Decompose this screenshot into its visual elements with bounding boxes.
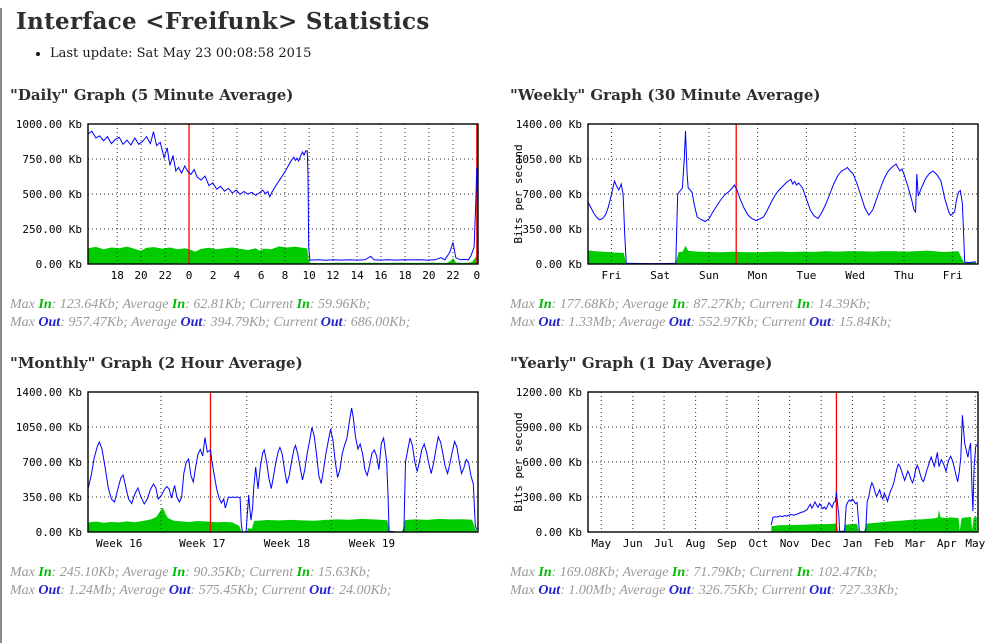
graph-section-monthly: "Monthly" Graph (2 Hour Average) 1400.00… <box>2 333 494 601</box>
svg-text:Jun: Jun <box>623 537 643 550</box>
svg-text:500.00 Kb: 500.00 Kb <box>22 188 82 201</box>
svg-text:Mar: Mar <box>905 537 925 550</box>
svg-text:Week 18: Week 18 <box>264 537 310 550</box>
svg-text:2: 2 <box>210 269 217 282</box>
svg-text:0.00 Kb: 0.00 Kb <box>36 258 82 271</box>
svg-text:1000.00 Kb: 1000.00 Kb <box>16 118 82 131</box>
svg-text:900.00 Kb: 900.00 Kb <box>522 421 582 434</box>
svg-text:14: 14 <box>350 269 364 282</box>
svg-text:300.00 Kb: 300.00 Kb <box>522 491 582 504</box>
svg-text:350.00 Kb: 350.00 Kb <box>22 491 82 504</box>
svg-text:18: 18 <box>398 269 411 282</box>
svg-text:750.00 Kb: 750.00 Kb <box>22 153 82 166</box>
svg-text:20: 20 <box>134 269 147 282</box>
graph-section-daily: "Daily" Graph (5 Minute Average) 1000.00… <box>2 65 494 333</box>
svg-text:Dec: Dec <box>811 537 831 550</box>
svg-text:1200.00 Kb: 1200.00 Kb <box>516 386 582 399</box>
weekly-graph-image: 1400.00 Kb 1050.00 Kb 700.00 Kb 350.00 Kb 0.… <box>512 118 979 282</box>
svg-text:Sun: Sun <box>699 269 719 282</box>
svg-text:Week 17: Week 17 <box>179 537 225 550</box>
graph-title-yearly: "Yearly" Graph (1 Day Average) <box>510 353 773 372</box>
svg-text:6: 6 <box>258 269 265 282</box>
svg-text:18: 18 <box>111 269 124 282</box>
svg-text:Sep: Sep <box>717 537 737 550</box>
svg-text:Apr: Apr <box>937 537 957 550</box>
svg-text:Week 16: Week 16 <box>96 537 142 550</box>
svg-text:Fri: Fri <box>601 269 621 282</box>
yearly-graph-image: 1200.00 Kb 900.00 Kb 600.00 Kb 300.00 Kb 0.0… <box>512 386 986 550</box>
svg-text:Thu: Thu <box>894 269 914 282</box>
svg-text:700.00 Kb: 700.00 Kb <box>522 188 582 201</box>
svg-text:0: 0 <box>186 269 193 282</box>
svg-text:16: 16 <box>374 269 387 282</box>
svg-text:May: May <box>591 537 611 550</box>
page-root: { "page": { "title": "Interface <Freifun… <box>0 8 990 643</box>
svg-text:Jan: Jan <box>842 537 862 550</box>
monthly-graph-image: 1400.00 Kb 1050.00 Kb 700.00 Kb 350.00 Kb 0.… <box>16 386 479 550</box>
svg-text:Mon: Mon <box>748 269 768 282</box>
svg-text:22: 22 <box>159 269 172 282</box>
svg-text:Wed: Wed <box>845 269 865 282</box>
svg-text:Feb: Feb <box>874 537 894 550</box>
daily-graph-image: 1000.00 Kb 750.00 Kb 500.00 Kb 250.00 Kb 0.0… <box>16 118 481 282</box>
svg-text:1400.00 Kb: 1400.00 Kb <box>516 118 582 131</box>
graph-title-weekly: "Weekly" Graph (30 Minute Average) <box>510 86 821 104</box>
svg-text:20: 20 <box>422 269 435 282</box>
svg-text:22: 22 <box>446 269 459 282</box>
graph-section-yearly: "Yearly" Graph (1 Day Average) 1200.00 K… <box>494 333 986 601</box>
svg-text:700.00 Kb: 700.00 Kb <box>22 456 82 469</box>
monthly-stats: Max In: 245.10Kb; Average In: 90.35Kb; C… <box>10 564 392 599</box>
svg-text:0.00 Kb: 0.00 Kb <box>36 526 82 539</box>
svg-text:Sat: Sat <box>650 269 670 282</box>
svg-text:Fri: Fri <box>943 269 963 282</box>
svg-text:0: 0 <box>474 269 481 282</box>
svg-text:Week 19: Week 19 <box>349 537 395 550</box>
weekly-stats: Max In: 177.68Kb; Average In: 87.27Kb; C… <box>510 297 892 331</box>
svg-text:1050.00 Kb: 1050.00 Kb <box>16 421 82 434</box>
yearly-stats: Max In: 169.08Kb; Average In: 71.79Kb; C… <box>510 564 899 599</box>
daily-stats: Max In: 123.64Kb; Average In: 62.81Kb; C… <box>10 297 411 331</box>
graph-title-daily: "Daily" Graph (5 Minute Average) <box>10 86 294 104</box>
svg-text:0.00 Kb: 0.00 Kb <box>536 258 582 271</box>
svg-text:Bits per second: Bits per second <box>512 144 525 243</box>
graph-title-monthly: "Monthly" Graph (2 Hour Average) <box>10 353 303 372</box>
svg-text:350.00 Kb: 350.00 Kb <box>522 223 582 236</box>
last-update-item: Last update: Sat May 23 00:08:58 2015 <box>50 46 990 61</box>
svg-text:10: 10 <box>303 269 316 282</box>
update-list: Last update: Sat May 23 00:08:58 2015 <box>35 46 990 61</box>
svg-text:8: 8 <box>282 269 289 282</box>
svg-text:Aug: Aug <box>686 537 706 550</box>
svg-text:Bits per second: Bits per second <box>512 412 525 511</box>
svg-text:1400.00 Kb: 1400.00 Kb <box>16 386 82 399</box>
svg-text:0.00 Kb: 0.00 Kb <box>536 526 582 539</box>
svg-text:1050.00 Kb: 1050.00 Kb <box>516 153 582 166</box>
graphs-grid: "Daily" Graph (5 Minute Average) 1000.00… <box>2 65 990 601</box>
svg-text:4: 4 <box>234 269 241 282</box>
svg-text:12: 12 <box>326 269 339 282</box>
page-title: Interface <Freifunk> Statistics <box>16 8 430 35</box>
svg-text:600.00 Kb: 600.00 Kb <box>522 456 582 469</box>
svg-text:Tue: Tue <box>796 269 816 282</box>
svg-text:250.00 Kb: 250.00 Kb <box>22 223 82 236</box>
svg-text:Jul: Jul <box>654 537 674 550</box>
svg-text:May: May <box>965 537 985 550</box>
graph-section-weekly: "Weekly" Graph (30 Minute Average) 1400.… <box>494 65 986 333</box>
svg-text:Nov: Nov <box>780 537 800 550</box>
svg-text:Oct: Oct <box>748 537 768 550</box>
